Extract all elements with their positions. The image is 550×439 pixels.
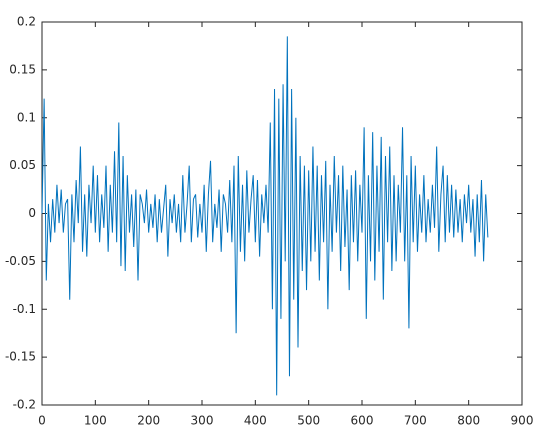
y-tick-label: -0.2 [13, 398, 36, 412]
x-tick-label: 800 [457, 414, 480, 428]
y-tick-label: 0.15 [9, 62, 36, 76]
y-tick-label: -0.1 [13, 302, 36, 316]
x-tick-label: 300 [191, 414, 214, 428]
x-tick-label: 400 [244, 414, 267, 428]
x-tick-label: 500 [297, 414, 320, 428]
y-tick-label: 0.2 [17, 15, 36, 29]
data-line [41, 36, 489, 396]
x-tick-label: 600 [351, 414, 374, 428]
x-tick-label: 700 [404, 414, 427, 428]
y-tick-label: 0 [28, 206, 36, 220]
x-tick-label: 0 [38, 414, 46, 428]
y-tick-label: -0.05 [5, 254, 36, 268]
x-tick-label: 900 [511, 414, 534, 428]
y-tick-label: 0.1 [17, 110, 36, 124]
y-tick-label: 0.05 [9, 158, 36, 172]
x-tick-label: 200 [137, 414, 160, 428]
x-tick-label: 100 [84, 414, 107, 428]
y-tick-label: -0.15 [5, 350, 36, 364]
